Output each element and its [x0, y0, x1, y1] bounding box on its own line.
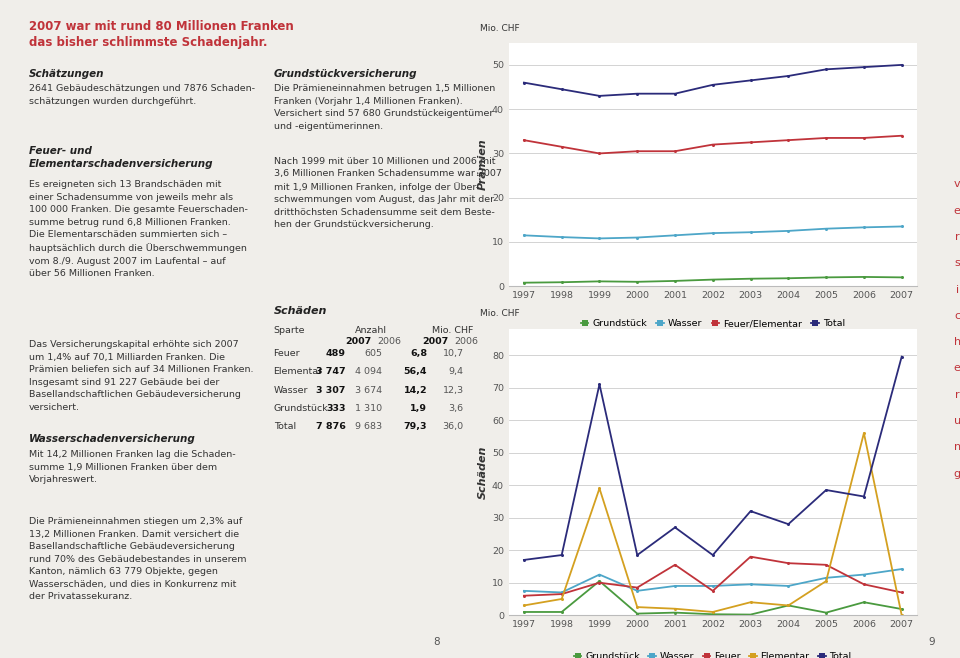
- Text: 2641 Gebäudeschätzungen und 7876 Schaden-
schätzungen wurden durchgeführt.: 2641 Gebäudeschätzungen und 7876 Schaden…: [29, 84, 254, 106]
- Text: Das Versicherungskapital erhöhte sich 2007
um 1,4% auf 70,1 Milliarden Franken. : Das Versicherungskapital erhöhte sich 20…: [29, 340, 253, 412]
- Text: Es ereigneten sich 13 Brandschäden mit
einer Schadensumme von jeweils mehr als
1: Es ereigneten sich 13 Brandschäden mit e…: [29, 180, 248, 278]
- Text: Feuer: Feuer: [274, 349, 300, 358]
- Text: Wasserschadenversicherung: Wasserschadenversicherung: [29, 434, 196, 444]
- Text: 489: 489: [325, 349, 346, 358]
- Text: 2007: 2007: [346, 337, 372, 346]
- Text: u: u: [953, 416, 960, 426]
- Text: Mio. CHF: Mio. CHF: [480, 309, 520, 318]
- Text: Nach 1999 mit über 10 Millionen und 2006 mit
3,6 Millionen Franken Schadensumme : Nach 1999 mit über 10 Millionen und 2006…: [274, 157, 501, 230]
- Text: c: c: [954, 311, 960, 321]
- Text: 9: 9: [928, 637, 934, 647]
- Text: Mio. CHF: Mio. CHF: [432, 326, 473, 335]
- Text: 8: 8: [434, 637, 440, 647]
- Text: e: e: [953, 205, 960, 216]
- Text: Feuer- und
Elementarschadenversicherung: Feuer- und Elementarschadenversicherung: [29, 146, 213, 169]
- Text: Die Prämieneinnahmen betrugen 1,5 Millionen
Franken (Vorjahr 1,4 Millionen Frank: Die Prämieneinnahmen betrugen 1,5 Millio…: [274, 84, 494, 131]
- Text: 3,6: 3,6: [448, 404, 464, 413]
- Text: 3 747: 3 747: [316, 367, 346, 376]
- Text: 12,3: 12,3: [443, 386, 464, 395]
- Text: Sparte: Sparte: [274, 326, 305, 335]
- Text: h: h: [953, 337, 960, 347]
- Y-axis label: Schäden: Schäden: [478, 445, 488, 499]
- Text: 56,4: 56,4: [404, 367, 427, 376]
- Text: 9 683: 9 683: [355, 422, 382, 432]
- Legend: Grundstück, Wasser, Feuer/Elementar, Total: Grundstück, Wasser, Feuer/Elementar, Tot…: [577, 315, 849, 332]
- Text: i: i: [955, 284, 959, 295]
- Text: 2007: 2007: [422, 337, 448, 346]
- Legend: Grundstück, Wasser, Feuer, Elementar, Total: Grundstück, Wasser, Feuer, Elementar, To…: [570, 649, 855, 658]
- Text: Mit 14,2 Millionen Franken lag die Schaden-
summe 1,9 Millionen Franken über dem: Mit 14,2 Millionen Franken lag die Schad…: [29, 450, 235, 484]
- Text: 333: 333: [326, 404, 346, 413]
- Text: Elementar: Elementar: [274, 367, 323, 376]
- Text: 10,7: 10,7: [443, 349, 464, 358]
- Text: 605: 605: [364, 349, 382, 358]
- Text: r: r: [955, 232, 959, 242]
- Text: 4 094: 4 094: [355, 367, 382, 376]
- Text: 79,3: 79,3: [404, 422, 427, 432]
- Text: 2007 war mit rund 80 Millionen Franken: 2007 war mit rund 80 Millionen Franken: [29, 20, 294, 33]
- Text: Grundstückversicherung: Grundstückversicherung: [274, 69, 417, 79]
- Text: Schäden: Schäden: [274, 306, 327, 316]
- Text: 36,0: 36,0: [443, 422, 464, 432]
- Text: Mio. CHF: Mio. CHF: [480, 24, 520, 33]
- Text: 7 876: 7 876: [316, 422, 346, 432]
- Text: Schätzungen: Schätzungen: [29, 69, 105, 79]
- Text: g: g: [953, 468, 960, 479]
- Text: v: v: [954, 179, 960, 190]
- Y-axis label: Prämien: Prämien: [478, 139, 488, 190]
- Text: Total: Total: [274, 422, 296, 432]
- Text: 3 674: 3 674: [355, 386, 382, 395]
- Text: Wasser: Wasser: [274, 386, 308, 395]
- Text: 9,4: 9,4: [448, 367, 464, 376]
- Text: n: n: [953, 442, 960, 453]
- Text: 2006: 2006: [454, 337, 478, 346]
- Text: das bisher schlimmste Schadenjahr.: das bisher schlimmste Schadenjahr.: [29, 36, 267, 49]
- Text: 2006: 2006: [377, 337, 401, 346]
- Text: 1,9: 1,9: [410, 404, 427, 413]
- Text: 3 307: 3 307: [316, 386, 346, 395]
- Text: 6,8: 6,8: [410, 349, 427, 358]
- Text: Grundstück: Grundstück: [274, 404, 328, 413]
- Text: Die Prämieneinnahmen stiegen um 2,3% auf
13,2 Millionen Franken. Damit versicher: Die Prämieneinnahmen stiegen um 2,3% auf…: [29, 517, 247, 601]
- Text: Anzahl: Anzahl: [355, 326, 387, 335]
- Text: s: s: [954, 258, 960, 268]
- Text: r: r: [955, 390, 959, 400]
- Text: e: e: [953, 363, 960, 374]
- Text: 14,2: 14,2: [403, 386, 427, 395]
- Text: 1 310: 1 310: [355, 404, 382, 413]
